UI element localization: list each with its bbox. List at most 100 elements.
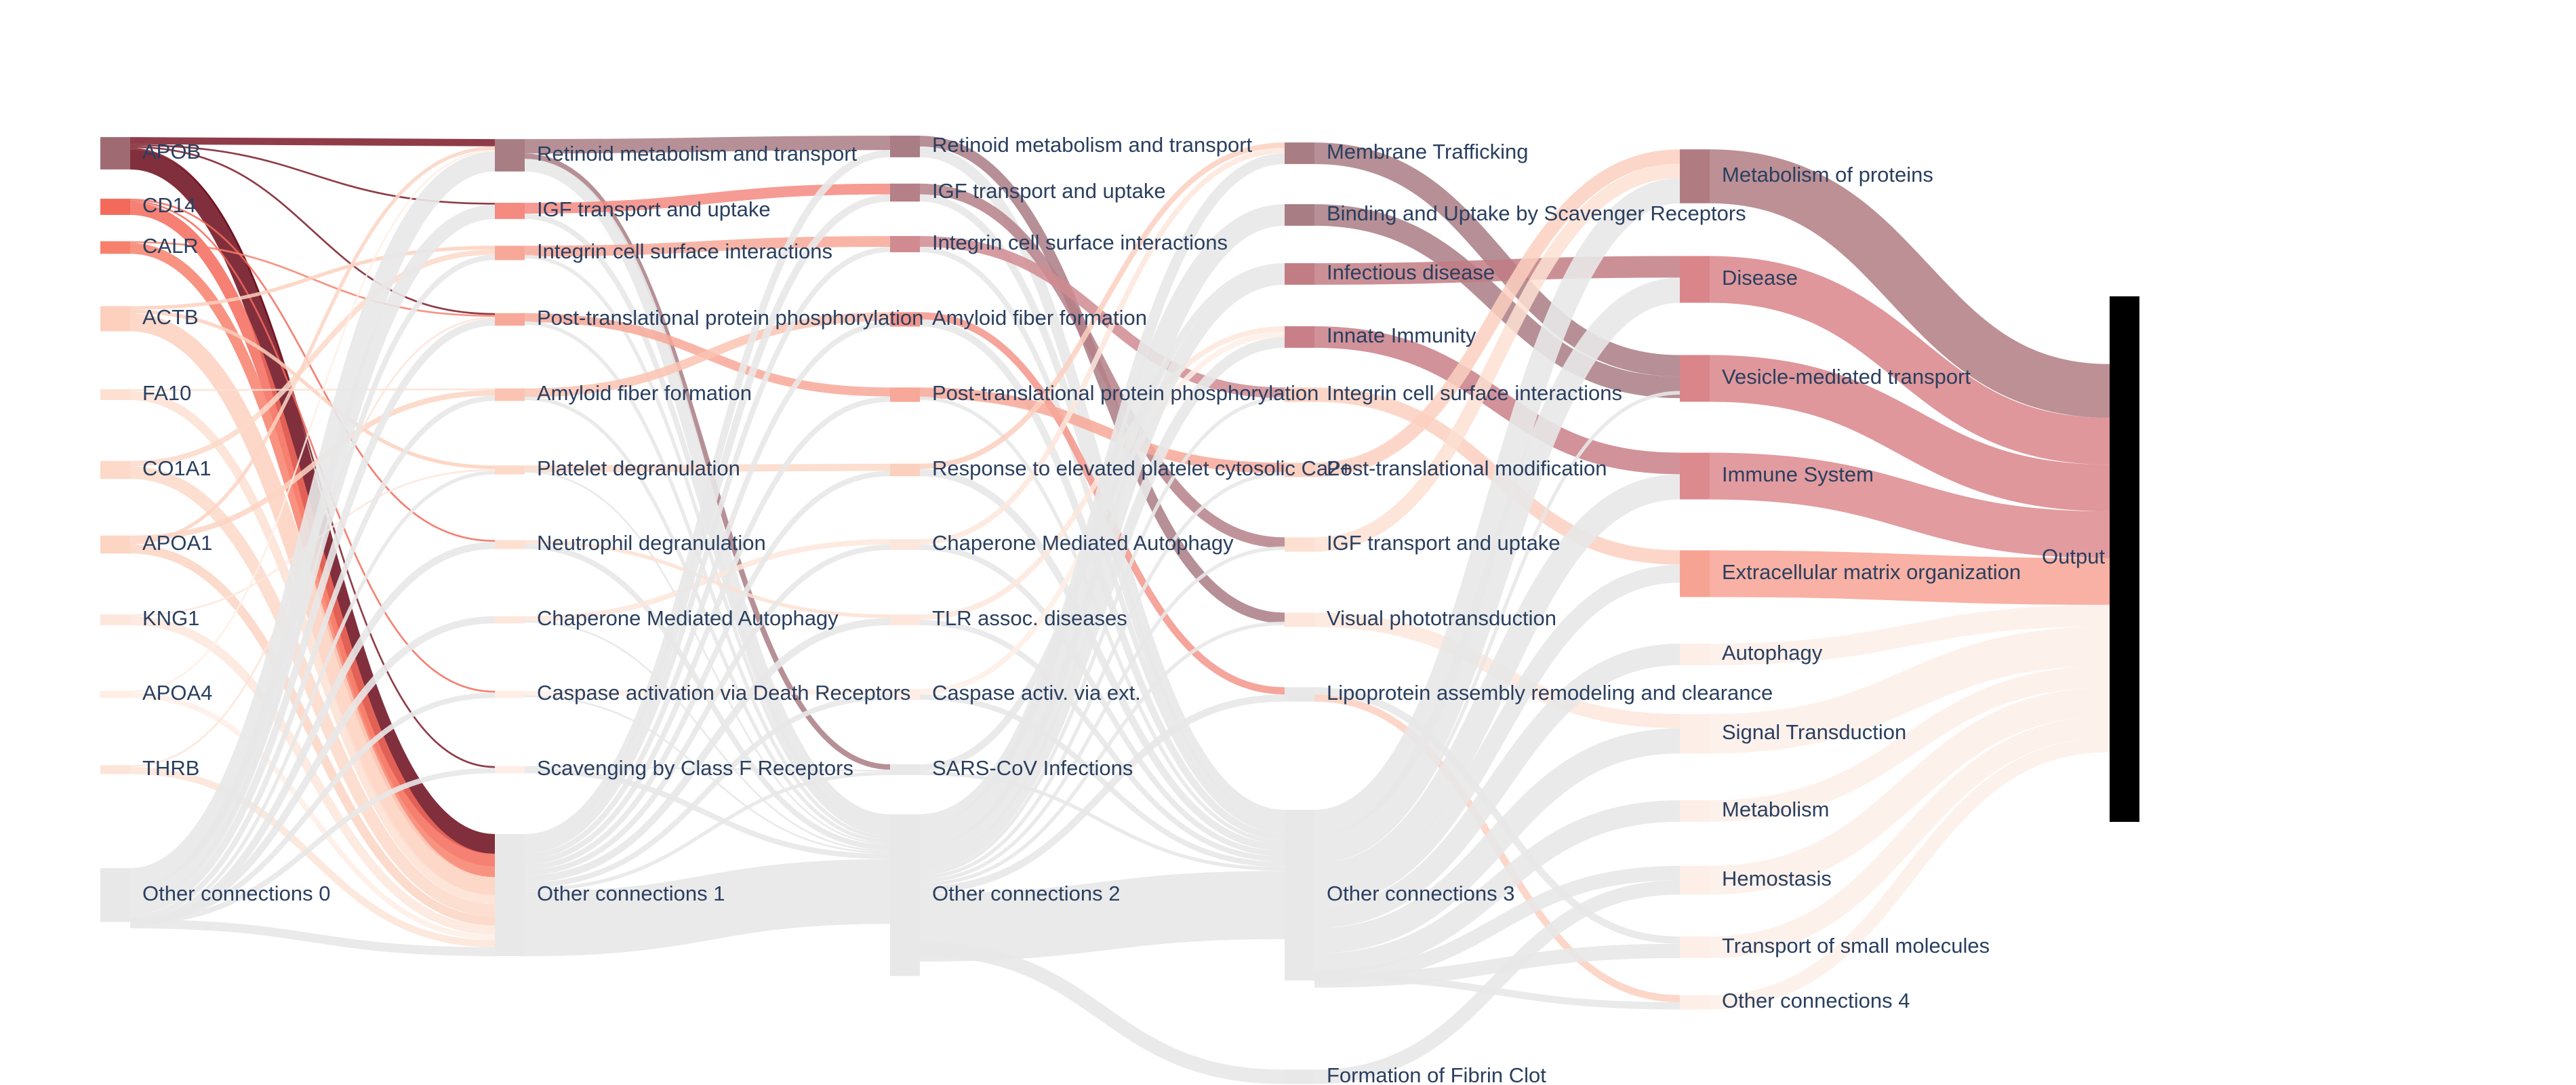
node-L2_CHA — [890, 539, 920, 550]
node-L4_OC4 — [1680, 995, 1710, 1010]
link-OC1-L2_INT — [524, 246, 891, 854]
label-L3_BIN: Binding and Uptake by Scavenger Receptor… — [1327, 201, 1746, 225]
node-KNG1 — [100, 614, 130, 625]
node-THRB — [100, 765, 130, 774]
node-L1_PTP — [495, 313, 525, 326]
sankey-links — [129, 136, 2110, 1084]
link-L3_LIP-L4_TRA — [1314, 687, 1681, 944]
link-L3_PTM-L4_MET — [1314, 149, 1681, 477]
label-L3_PTM: Post-translational modification — [1327, 456, 1607, 480]
link-OC1-L2_RET — [524, 150, 891, 842]
node-L1_CAS — [495, 690, 525, 698]
label-CD14: CD14 — [142, 193, 196, 217]
link-L1_NEU-OC2 — [524, 543, 891, 850]
link-CD14-L1_CAS — [129, 200, 496, 693]
label-CO1A1: CO1A1 — [142, 456, 212, 480]
node-OC3 — [1285, 810, 1314, 981]
node-L1_IGF — [495, 203, 525, 219]
link-OC2-L3_VIS — [919, 621, 1285, 886]
link-ACTB-OC1 — [129, 313, 496, 895]
link-L3_MEM-L4_VES — [1314, 142, 1681, 377]
link-L2_TLR-OC3 — [919, 620, 1285, 862]
node-L1_RET — [495, 139, 525, 172]
node-L2_PTP — [890, 387, 920, 402]
link-L4_OC4-OUT — [1709, 738, 2110, 1010]
label-L1_CHA: Chaperone Mediated Autophagy — [537, 606, 839, 630]
node-L3_INT — [1285, 387, 1314, 402]
node-OC0 — [100, 868, 130, 922]
node-L1_PLT — [495, 465, 525, 475]
node-OC2 — [890, 814, 920, 976]
sankey-nodes — [100, 136, 2139, 1084]
link-OC3-L4_HEM — [1314, 865, 1681, 985]
link-OC1-L2_TLR — [524, 618, 891, 883]
label-L2_SAR: SARS-CoV Infections — [932, 756, 1133, 780]
label-L4_DIS: Disease — [1722, 266, 1798, 290]
node-L2_IGF — [890, 183, 920, 202]
node-OUT — [2110, 296, 2139, 822]
node-L3_INF — [1285, 263, 1314, 285]
label-L2_IGF: IGF transport and uptake — [932, 179, 1166, 203]
link-OC0-L1_CAS — [129, 692, 496, 924]
label-L2_RET: Retinoid metabolism and transport — [932, 133, 1253, 157]
node-L3_PTM — [1285, 462, 1314, 477]
link-OC1-L2_AMY — [524, 321, 891, 860]
link-L4_MTB-OUT — [1709, 666, 2110, 822]
link-L2_IGF-L3_IGF — [919, 183, 1285, 549]
label-OC2: Other connections 2 — [932, 882, 1120, 905]
sankey-labels: APOB CD14 CALR ACTB FA10 CO1A1 APOA1 KNG1 APOA4 T… — [142, 133, 2105, 1085]
link-L4_ECM-OUT — [1709, 550, 2110, 605]
link-L1_CHA-OC2 — [524, 620, 891, 852]
label-L1_AMY: Amyloid fiber formation — [537, 381, 752, 405]
link-APOA1-L1_RET — [129, 146, 496, 545]
link-FA10-L1_AMY — [129, 388, 496, 391]
label-L1_NEU: Neutrophil degranulation — [537, 531, 766, 555]
label-L3_MEM: Membrane Trafficking — [1327, 140, 1529, 163]
link-OC3-L4_DIS — [1314, 277, 1681, 861]
link-CO1A1-OC1 — [129, 466, 496, 917]
link-L2_INT-L3_INT — [919, 236, 1285, 399]
link-L2_RES-L3_MEM — [919, 142, 1285, 469]
node-L2_TLR — [890, 614, 920, 625]
link-L1_PLT-OC2 — [524, 471, 891, 845]
link-OC3-L4_VES — [1314, 391, 1681, 864]
link-L1_RET-L2_SAR — [524, 153, 891, 770]
label-L1_IGF: IGF transport and uptake — [537, 197, 771, 221]
node-L2_AMY — [890, 312, 920, 327]
label-L4_HEM: Hemostasis — [1722, 867, 1832, 890]
label-L2_PTP: Post-translational protein phosphorylati… — [932, 381, 1319, 405]
link-OC1-L2_RES — [524, 471, 891, 870]
label-L4_ECM: Extracellular matrix organization — [1722, 560, 2021, 584]
label-L4_MTB: Metabolism — [1722, 797, 1830, 821]
label-ACTB: ACTB — [142, 305, 199, 329]
link-OC0-L1_SCA — [129, 768, 496, 925]
link-L2_PTP-L3_PTM — [919, 387, 1285, 474]
node-L4_VES — [1680, 355, 1710, 402]
link-OC1-OC2 — [524, 859, 891, 957]
label-OC1: Other connections 1 — [537, 882, 725, 905]
link-OC0-OC1 — [129, 919, 496, 957]
label-APOA4: APOA4 — [142, 681, 212, 705]
node-L1_CHA — [495, 616, 525, 624]
link-OC0-L1_PTP — [129, 318, 496, 915]
node-OC1 — [495, 833, 525, 957]
node-L2_RES — [890, 463, 920, 477]
link-FA10-OC1 — [129, 391, 496, 905]
link-L4_IMM-OUT — [1709, 452, 2110, 558]
link-APOA4-L1_RET — [129, 150, 496, 693]
label-L3_FIB: Formation of Fibrin Clot — [1327, 1063, 1546, 1085]
link-APOB-L1_RET — [129, 137, 496, 146]
label-L1_INT: Integrin cell surface interactions — [537, 239, 832, 263]
link-OC1-L2_CAS — [524, 694, 891, 888]
label-L1_SCA: Scavenging by Class F Receptors — [537, 756, 853, 780]
node-L1_INT — [495, 245, 525, 260]
node-CD14 — [100, 199, 130, 215]
link-L4_VES-OUT — [1709, 355, 2110, 512]
link-L2_RET-L3_VIS — [919, 136, 1285, 624]
label-L3_VIS: Visual phototransduction — [1327, 606, 1556, 630]
label-L4_SIG: Signal Transduction — [1722, 720, 1906, 744]
link-APOA1-L1_AMY — [129, 390, 496, 541]
label-L1_PTP: Post-translational protein phosphorylati… — [537, 306, 923, 330]
node-L3_LIP — [1285, 687, 1314, 702]
node-L3_IGF — [1285, 537, 1314, 552]
